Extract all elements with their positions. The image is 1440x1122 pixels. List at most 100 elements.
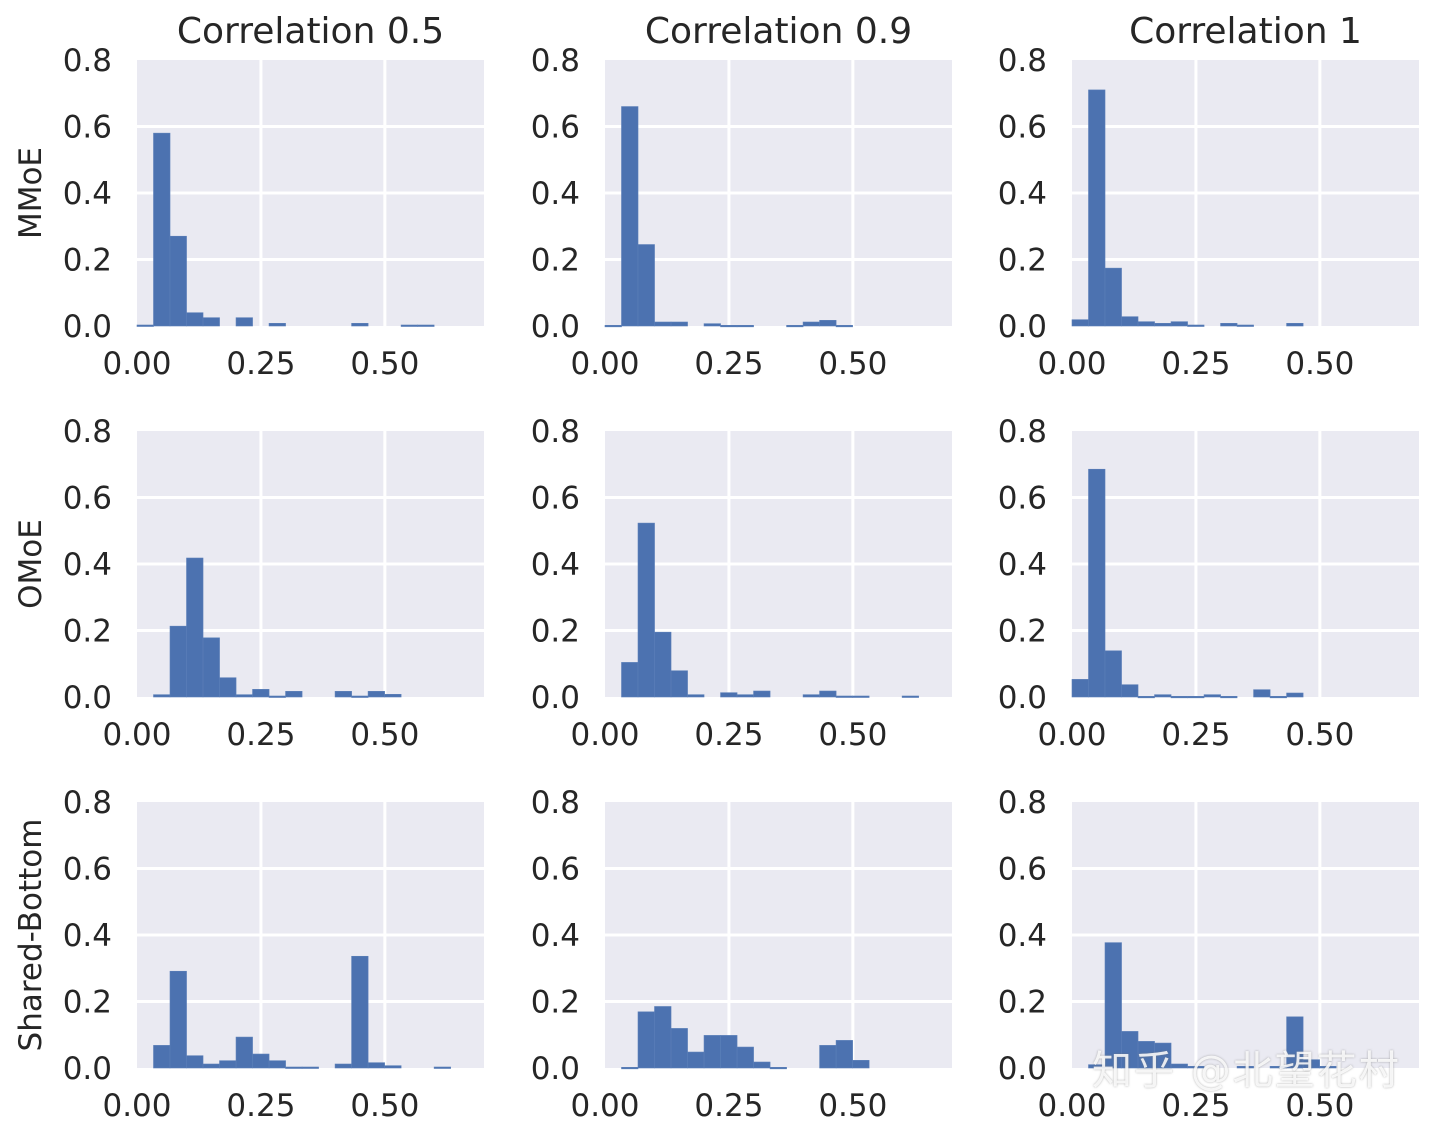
x-tick-label: 0.00 xyxy=(1037,346,1106,382)
x-tick-label: 0.25 xyxy=(694,1088,763,1122)
histogram-bar xyxy=(720,692,738,698)
histogram-bar xyxy=(1104,942,1122,1069)
x-tick-label: 0.50 xyxy=(818,346,887,382)
histogram-bar xyxy=(802,321,820,327)
histogram-bar xyxy=(1071,319,1089,327)
histogram-bar xyxy=(1104,650,1122,698)
histogram-bar xyxy=(819,690,837,698)
histogram-bar xyxy=(1071,679,1089,698)
y-tick-label: 0.0 xyxy=(63,309,112,345)
histogram-bar xyxy=(417,324,435,327)
x-tick-label: 0.25 xyxy=(694,346,763,382)
y-tick-label: 0.0 xyxy=(998,680,1047,716)
histogram-bar xyxy=(351,955,369,1069)
histogram-bar xyxy=(621,662,639,698)
histogram-bar xyxy=(1302,1059,1320,1069)
column-title-correlation-1: Correlation 1 xyxy=(1129,11,1362,52)
histogram-bar xyxy=(1088,89,1106,327)
histogram-bar xyxy=(604,325,622,328)
y-tick-label: 0.2 xyxy=(998,243,1047,279)
histogram-bar xyxy=(169,625,187,698)
histogram-bar xyxy=(351,323,369,327)
histogram-bar xyxy=(235,694,253,698)
histogram-bar xyxy=(753,1061,771,1069)
histogram-bar xyxy=(786,325,804,328)
histogram-bar xyxy=(334,1063,352,1069)
y-tick-label: 0.0 xyxy=(531,1051,580,1087)
histogram-bar xyxy=(1121,684,1139,698)
histogram-bar xyxy=(1187,324,1205,327)
histogram-bar xyxy=(202,637,220,698)
y-tick-label: 0.0 xyxy=(63,1051,112,1087)
histogram-bar xyxy=(654,631,672,698)
histogram-bar xyxy=(769,1067,787,1070)
x-tick-label: 0.00 xyxy=(570,346,639,382)
histogram-bar xyxy=(852,1060,870,1069)
histogram-bar xyxy=(819,320,837,327)
y-tick-label: 0.4 xyxy=(531,918,580,954)
y-tick-label: 0.0 xyxy=(531,680,580,716)
histogram-bar xyxy=(153,132,171,327)
histogram-bar xyxy=(1088,468,1106,698)
y-tick-label: 0.6 xyxy=(998,481,1047,517)
y-tick-label: 0.8 xyxy=(63,414,112,450)
histogram-bar xyxy=(367,1062,385,1069)
x-tick-label: 0.50 xyxy=(818,717,887,753)
column-title-correlation-0-5: Correlation 0.5 xyxy=(176,11,445,52)
histogram-bar xyxy=(1154,323,1172,327)
y-tick-label: 0.4 xyxy=(63,176,112,212)
histogram-bar xyxy=(1236,324,1254,327)
y-tick-label: 0.4 xyxy=(998,176,1047,212)
histogram-bar xyxy=(736,1046,754,1069)
histogram-bar xyxy=(268,323,286,327)
histogram-bar xyxy=(1154,1042,1172,1069)
histogram-bar xyxy=(219,677,237,698)
y-tick-label: 0.2 xyxy=(998,614,1047,650)
histogram-bar xyxy=(219,1060,237,1069)
histogram-bar xyxy=(202,1063,220,1069)
histogram-bar xyxy=(1286,323,1304,327)
histogram-bar xyxy=(819,1045,837,1069)
histogram-bar xyxy=(1170,1063,1188,1069)
histogram-bar xyxy=(736,694,754,698)
histogram-bar xyxy=(1104,267,1122,327)
histogram-bar xyxy=(1253,689,1271,698)
histogram-bar xyxy=(736,325,754,328)
histogram-bar xyxy=(753,690,771,698)
x-tick-label: 0.25 xyxy=(1161,346,1230,382)
x-tick-label: 0.50 xyxy=(350,346,419,382)
histogram-bar xyxy=(153,1045,171,1069)
histogram-bar xyxy=(687,1051,705,1069)
x-tick-label: 0.50 xyxy=(350,717,419,753)
y-tick-label: 0.6 xyxy=(63,852,112,888)
row-label-omoe: OMoE xyxy=(13,519,49,609)
histogram-bar xyxy=(637,522,655,698)
watermark: 知乎 @北望花村 xyxy=(1092,1048,1401,1094)
histogram-bar xyxy=(621,1067,639,1070)
histogram-bar xyxy=(252,1053,270,1069)
histogram-bar xyxy=(670,670,688,698)
histogram-bar xyxy=(169,970,187,1069)
y-tick-label: 0.6 xyxy=(531,110,580,146)
histogram-bar xyxy=(670,1028,688,1069)
histogram-bar xyxy=(670,321,688,327)
x-tick-label: 0.25 xyxy=(1161,717,1230,753)
y-tick-label: 0.2 xyxy=(63,243,112,279)
histogram-bar xyxy=(268,1060,286,1069)
histogram-bar xyxy=(637,244,655,327)
x-tick-label: 0.00 xyxy=(570,1088,639,1122)
y-tick-label: 0.4 xyxy=(998,918,1047,954)
histogram-bar xyxy=(433,1066,451,1069)
histogram-bar xyxy=(235,317,253,327)
y-tick-label: 0.4 xyxy=(998,547,1047,583)
histogram-bar xyxy=(186,557,204,698)
x-tick-label: 0.00 xyxy=(1037,717,1106,753)
y-tick-label: 0.2 xyxy=(531,243,580,279)
histogram-bar xyxy=(1170,696,1188,699)
row-label-shared-bottom: Shared-Bottom xyxy=(13,818,49,1052)
histogram-bar xyxy=(835,325,853,328)
x-tick-label: 0.50 xyxy=(350,1088,419,1122)
x-tick-label: 0.25 xyxy=(1161,1088,1230,1122)
histogram-bar xyxy=(1187,696,1205,699)
